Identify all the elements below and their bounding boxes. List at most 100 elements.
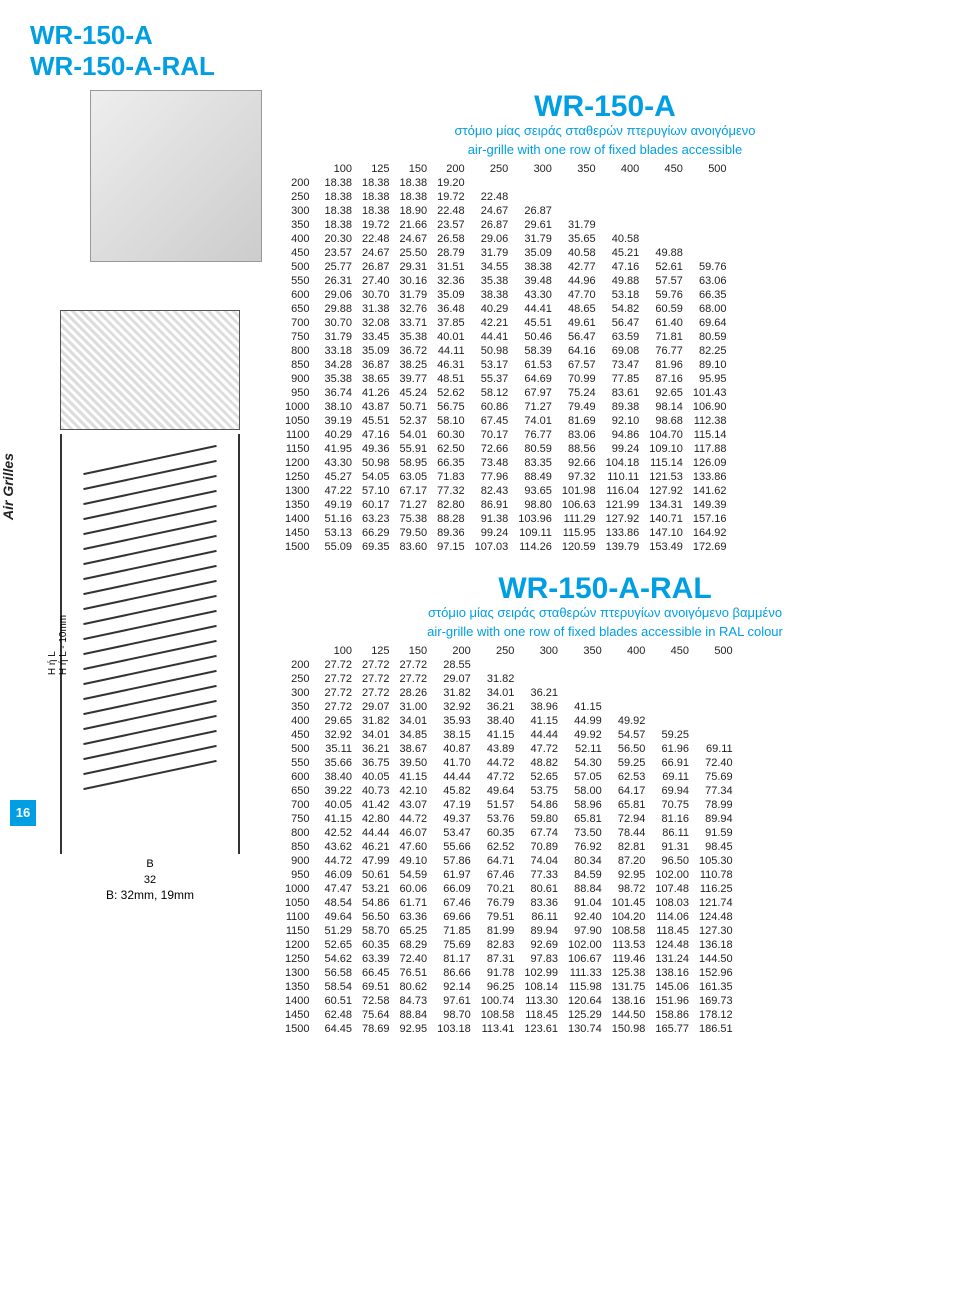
cell: 48.54 xyxy=(319,896,357,910)
cell: 67.57 xyxy=(557,358,601,372)
cell: 117.88 xyxy=(688,442,732,456)
cell: 114.06 xyxy=(650,910,694,924)
col-header: 300 xyxy=(519,644,563,658)
cell: 64.45 xyxy=(319,1022,357,1036)
cell: 97.83 xyxy=(519,952,563,966)
top-title-2: WR-150-A-RAL xyxy=(30,51,930,82)
cell xyxy=(688,218,732,232)
cell: 53.13 xyxy=(319,526,357,540)
cell: 46.21 xyxy=(357,840,395,854)
cell xyxy=(688,176,732,190)
cell: 39.50 xyxy=(395,756,433,770)
cell: 40.58 xyxy=(601,232,645,246)
table-row: 130056.5866.4576.5186.6691.78102.99111.3… xyxy=(280,966,738,980)
table-row: 55035.6636.7539.5041.7044.7248.8254.3059… xyxy=(280,756,738,770)
cell: 95.95 xyxy=(688,372,732,386)
cell: 82.81 xyxy=(607,840,651,854)
cell: 66.91 xyxy=(650,756,694,770)
cell: 44.96 xyxy=(557,274,601,288)
cell: 43.87 xyxy=(357,400,395,414)
cell: 89.36 xyxy=(432,526,470,540)
cell: 56.75 xyxy=(432,400,470,414)
cell: 97.61 xyxy=(432,994,476,1008)
cell: 76.92 xyxy=(563,840,607,854)
sheet-subtitle-gr: στόμιο μίας σειράς σταθερών πτερυγίων αν… xyxy=(280,124,930,139)
cell: 30.70 xyxy=(319,316,357,330)
cell: 149.39 xyxy=(688,498,732,512)
cell xyxy=(607,700,651,714)
cell: 55.09 xyxy=(319,540,357,554)
cell xyxy=(694,714,738,728)
cell xyxy=(557,176,601,190)
cell xyxy=(513,190,557,204)
cell: 69.64 xyxy=(688,316,732,330)
cell: 144.50 xyxy=(607,1008,651,1022)
cell: 107.48 xyxy=(650,882,694,896)
cell: 44.11 xyxy=(432,344,470,358)
cell: 71.85 xyxy=(432,924,476,938)
cell: 44.44 xyxy=(357,826,395,840)
cell: 60.51 xyxy=(319,994,357,1008)
cell: 68.29 xyxy=(395,938,433,952)
cell: 83.06 xyxy=(557,428,601,442)
cell: 84.73 xyxy=(395,994,433,1008)
row-header: 1450 xyxy=(280,1008,319,1022)
table-row: 145053.1366.2979.5089.3699.24109.11115.9… xyxy=(280,526,732,540)
cell: 54.82 xyxy=(601,302,645,316)
cell: 73.47 xyxy=(601,358,645,372)
cell: 54.01 xyxy=(395,428,433,442)
row-header: 500 xyxy=(280,742,319,756)
cell: 178.12 xyxy=(694,1008,738,1022)
cell: 54.86 xyxy=(357,896,395,910)
table-row: 30018.3818.3818.9022.4824.6726.87 xyxy=(280,204,732,218)
cell: 86.11 xyxy=(650,826,694,840)
row-header: 1350 xyxy=(280,498,319,512)
cell: 91.31 xyxy=(650,840,694,854)
cell: 61.96 xyxy=(650,742,694,756)
cell: 113.30 xyxy=(519,994,563,1008)
cell: 41.15 xyxy=(395,770,433,784)
cell: 72.66 xyxy=(470,442,514,456)
cell: 49.88 xyxy=(601,274,645,288)
row-header: 450 xyxy=(280,728,319,742)
cell xyxy=(519,672,563,686)
row-header: 900 xyxy=(280,372,319,386)
row-header: 650 xyxy=(280,302,319,316)
cell: 89.94 xyxy=(694,812,738,826)
cell: 113.53 xyxy=(607,938,651,952)
cell: 98.72 xyxy=(607,882,651,896)
cell: 88.49 xyxy=(513,470,557,484)
cell xyxy=(650,686,694,700)
row-header: 850 xyxy=(280,358,319,372)
cell: 106.90 xyxy=(688,400,732,414)
cell: 58.96 xyxy=(563,798,607,812)
cell: 69.08 xyxy=(601,344,645,358)
cell: 30.16 xyxy=(395,274,433,288)
cell: 92.95 xyxy=(607,868,651,882)
cell: 123.61 xyxy=(519,1022,563,1036)
cell: 52.11 xyxy=(563,742,607,756)
cell: 92.65 xyxy=(644,386,688,400)
cell: 44.41 xyxy=(513,302,557,316)
cell: 47.19 xyxy=(432,798,476,812)
table-row: 85034.2836.8738.2546.3153.1761.5367.5773… xyxy=(280,358,732,372)
cell: 64.69 xyxy=(513,372,557,386)
cell: 92.14 xyxy=(432,980,476,994)
cell: 58.54 xyxy=(319,980,357,994)
row-header: 300 xyxy=(280,204,319,218)
cell: 31.79 xyxy=(470,246,514,260)
table-row: 45032.9234.0134.8538.1541.1544.4449.9254… xyxy=(280,728,738,742)
cell: 35.38 xyxy=(395,330,433,344)
cell: 26.58 xyxy=(432,232,470,246)
row-header: 750 xyxy=(280,330,319,344)
row-header: 950 xyxy=(280,868,319,882)
cell: 51.29 xyxy=(319,924,357,938)
row-header: 1500 xyxy=(280,540,319,554)
cell xyxy=(644,176,688,190)
cell: 35.38 xyxy=(319,372,357,386)
cell: 61.53 xyxy=(513,358,557,372)
cell: 27.72 xyxy=(395,658,433,672)
cell: 88.84 xyxy=(395,1008,433,1022)
cell: 81.17 xyxy=(432,952,476,966)
cell: 81.99 xyxy=(476,924,520,938)
